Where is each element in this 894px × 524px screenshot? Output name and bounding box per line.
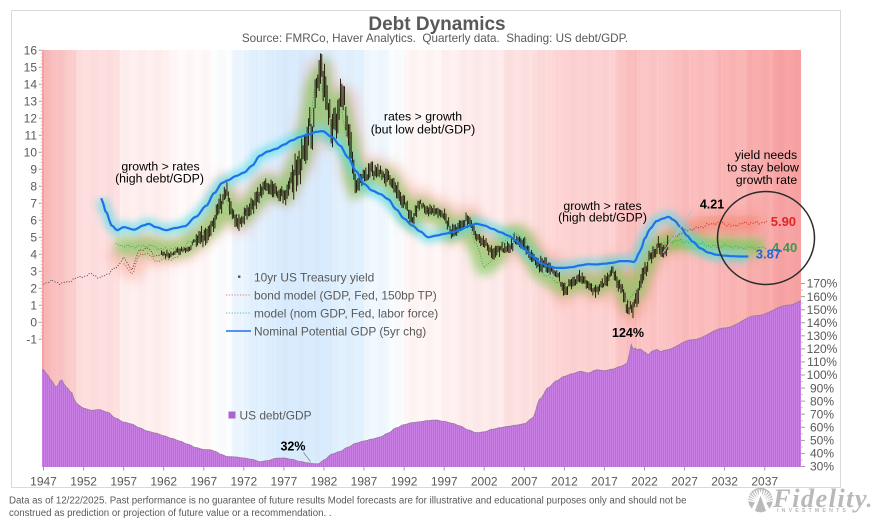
svg-text:yield needs: yield needs [735,148,797,162]
svg-text:70%: 70% [810,407,834,421]
svg-text:construed as prediction or pro: construed as prediction or projection of… [9,508,332,519]
svg-text:2022: 2022 [631,475,658,489]
svg-text:160%: 160% [807,290,838,304]
svg-text:14: 14 [24,78,38,92]
svg-text:7: 7 [30,197,37,211]
svg-text:1957: 1957 [110,475,137,489]
svg-text:1952: 1952 [70,475,97,489]
svg-text:bond model (GDP, Fed, 150bp TP: bond model (GDP, Fed, 150bp TP) [254,288,437,302]
svg-text:growth rate: growth rate [736,173,798,187]
svg-text:(high debt/GDP): (high debt/GDP) [558,211,647,225]
svg-text:10: 10 [24,146,38,160]
svg-text:2012: 2012 [551,475,578,489]
svg-text:US debt/GDP: US debt/GDP [240,409,312,423]
svg-text:124%: 124% [612,326,644,340]
svg-text:100%: 100% [807,368,838,382]
svg-text:12: 12 [24,112,38,126]
svg-text:50%: 50% [810,434,834,448]
svg-text:Nominal Potential GDP (5yr chg: Nominal Potential GDP (5yr chg) [254,324,426,338]
svg-text:5: 5 [30,231,37,245]
svg-text:Source: FMRCo, Haver Analytics: Source: FMRCo, Haver Analytics. Quarterl… [242,32,628,45]
svg-text:13: 13 [24,95,38,109]
svg-text:30%: 30% [810,460,834,474]
svg-text:11: 11 [25,129,38,143]
svg-text:1982: 1982 [311,475,338,489]
svg-text:140%: 140% [807,316,838,330]
svg-text:1997: 1997 [431,475,458,489]
svg-text:to stay below: to stay below [727,161,799,175]
svg-text:150%: 150% [807,303,838,317]
svg-text:model (nom GDP, Fed, labor for: model (nom GDP, Fed, labor force) [254,306,438,320]
svg-text:-1: -1 [26,333,37,347]
svg-text:40%: 40% [810,447,834,461]
svg-text:2027: 2027 [671,475,698,489]
svg-text:(but low debt/GDP): (but low debt/GDP) [371,122,476,136]
svg-text:2032: 2032 [711,475,738,489]
svg-text:1962: 1962 [150,475,177,489]
svg-text:0: 0 [30,316,37,330]
svg-text:80%: 80% [810,394,834,408]
svg-text:60%: 60% [810,421,834,435]
svg-text:2: 2 [30,282,37,296]
svg-text:110%: 110% [807,355,837,369]
svg-text:2017: 2017 [591,475,618,489]
svg-text:INVESTMENTS: INVESTMENTS [777,508,849,514]
svg-text:Data as of 12/22/2025. Past pe: Data as of 12/22/2025. Past performance … [9,496,686,507]
svg-text:2037: 2037 [751,475,778,489]
svg-text:130%: 130% [807,329,838,343]
svg-text:(high debt/GDP): (high debt/GDP) [115,171,204,185]
svg-text:5.90: 5.90 [771,214,796,229]
svg-text:4.21: 4.21 [700,197,724,211]
svg-text:9: 9 [30,163,37,177]
svg-text:15: 15 [24,61,38,75]
svg-text:2007: 2007 [511,475,538,489]
svg-text:growth > rates: growth > rates [121,160,199,174]
svg-text:170%: 170% [807,277,838,291]
svg-text:32%: 32% [280,440,305,454]
svg-text:Debt Dynamics: Debt Dynamics [368,14,505,35]
svg-text:1977: 1977 [271,475,298,489]
svg-text:16: 16 [24,44,38,58]
svg-text:3.87: 3.87 [756,246,781,261]
svg-text:1992: 1992 [391,475,418,489]
svg-text:Fidelity: Fidelity [772,483,868,513]
svg-text:1987: 1987 [351,475,378,489]
svg-text:1972: 1972 [230,475,257,489]
svg-text:1967: 1967 [190,475,217,489]
svg-text:rates > growth: rates > growth [384,109,462,123]
svg-text:growth > rates: growth > rates [563,199,641,213]
svg-text:120%: 120% [807,342,838,356]
svg-text:90%: 90% [810,381,834,395]
svg-text:8: 8 [30,180,37,194]
svg-text:6: 6 [30,214,37,228]
svg-text:1947: 1947 [30,475,57,489]
svg-text:10yr US Treasury yield: 10yr US Treasury yield [254,270,374,284]
svg-text:4.40: 4.40 [772,240,797,255]
svg-text:1: 1 [30,299,37,313]
svg-text:2002: 2002 [471,475,498,489]
svg-text:3: 3 [30,265,37,279]
svg-text:4: 4 [30,248,37,262]
